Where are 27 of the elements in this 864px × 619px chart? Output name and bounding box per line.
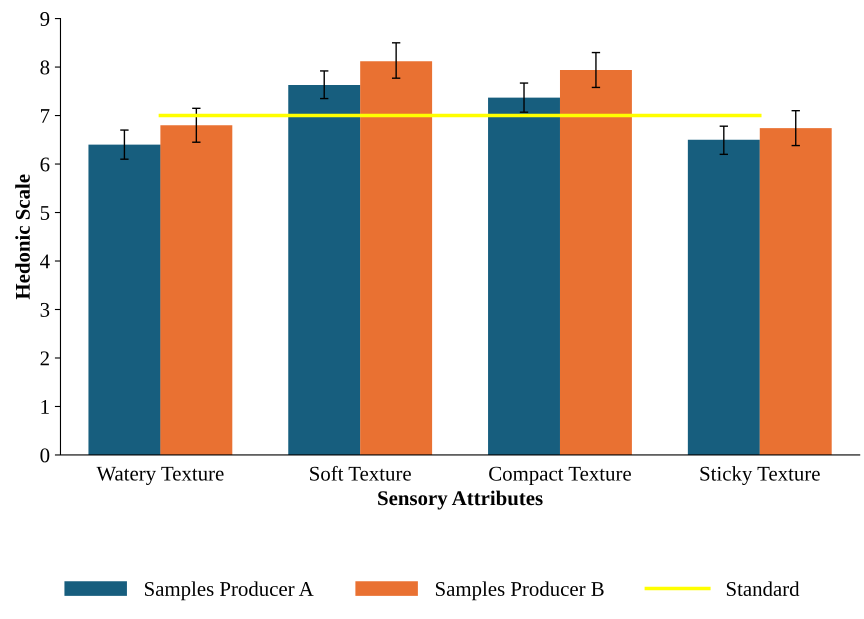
x-axis-title: Sensory Attributes [378,490,543,510]
y-tick-label: 3 [40,302,50,317]
y-tick-label: 4 [40,254,50,268]
x-tick-label: Compact Texture [489,466,631,485]
y-tick-label: 8 [40,60,50,74]
y-tick-label: 9 [40,12,50,26]
y-tick-label: 1 [41,400,49,414]
y-tick-label: 7 [41,109,50,123]
x-tick-label: Soft Texture [310,466,411,481]
legend-label: Samples Producer B [436,581,604,600]
bar [360,61,432,455]
y-tick-label: 2 [40,351,49,366]
x-tick-label: Watery Texture [96,466,224,485]
legend-label: Samples Producer A [144,581,314,600]
y-tick-label: 0 [40,448,50,462]
bar [560,70,632,455]
bar [760,128,832,455]
bar [160,125,232,455]
legend-label: Standard [726,581,800,596]
bar [288,85,360,455]
bar [88,144,160,455]
y-tick-label: 5 [40,206,50,220]
bar [688,140,760,455]
x-tick-label: Sticky Texture [700,466,820,486]
y-axis-title: Hedonic Scale [15,174,30,300]
y-tick-label: 6 [40,157,50,172]
bar [488,98,560,455]
